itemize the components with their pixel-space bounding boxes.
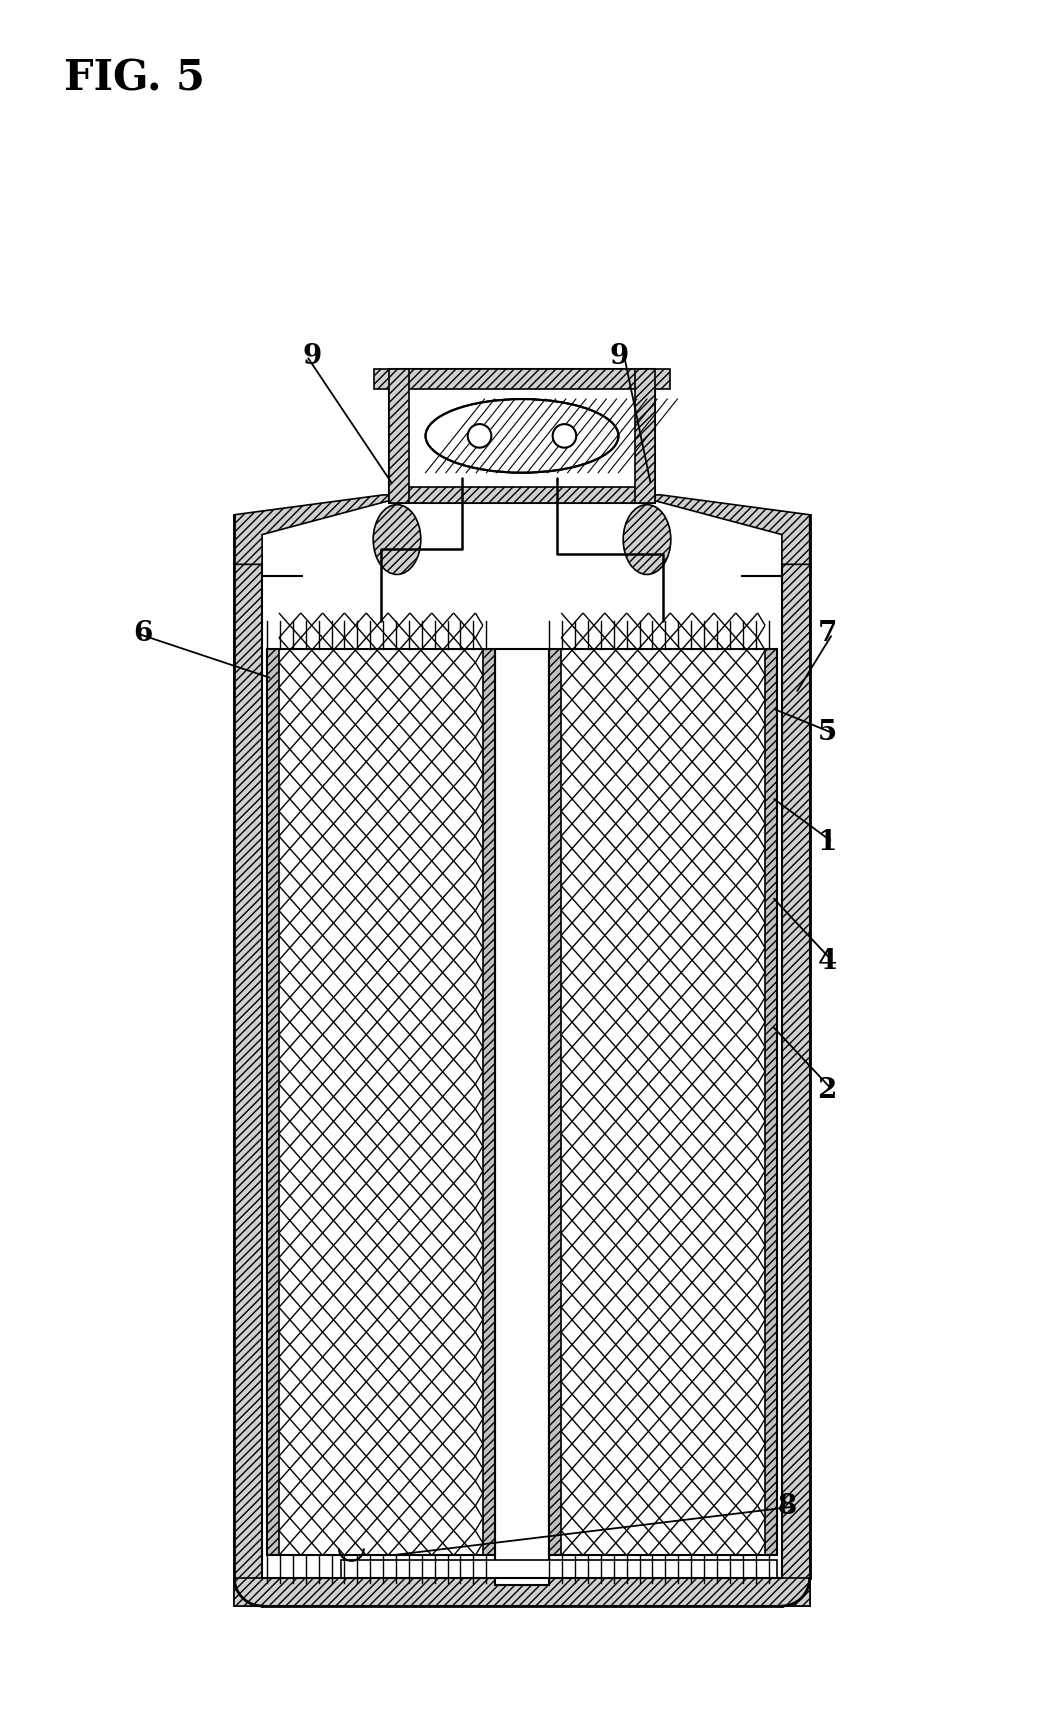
Bar (267, 649, 495, 1556)
Bar (495, 649, 549, 1585)
Bar (267, 649, 279, 1556)
Text: 9: 9 (303, 342, 322, 370)
Bar (636, 368, 656, 503)
Text: 6: 6 (134, 620, 153, 647)
Bar (388, 486, 656, 503)
Bar (262, 565, 782, 1578)
Text: 8: 8 (778, 1493, 798, 1520)
Text: 7: 7 (817, 620, 837, 647)
Ellipse shape (373, 505, 421, 575)
Text: 5: 5 (817, 719, 837, 746)
Bar (549, 649, 562, 1556)
Circle shape (552, 425, 576, 447)
Text: 9: 9 (610, 342, 628, 370)
Bar (482, 649, 495, 1556)
Circle shape (468, 425, 492, 447)
Ellipse shape (623, 505, 671, 575)
Bar (549, 649, 777, 1556)
Bar (234, 555, 262, 1606)
Bar (388, 368, 408, 503)
Polygon shape (234, 495, 411, 565)
Text: 1: 1 (817, 829, 837, 856)
Text: 2: 2 (817, 1077, 837, 1104)
Ellipse shape (426, 399, 618, 473)
Bar (374, 368, 670, 389)
Bar (341, 1560, 777, 1578)
Bar (765, 649, 777, 1556)
Text: 4: 4 (817, 948, 837, 974)
Bar (267, 649, 495, 1556)
Polygon shape (633, 495, 810, 565)
Bar (388, 368, 656, 503)
Bar (549, 649, 777, 1556)
Bar (234, 1578, 810, 1606)
Bar (782, 555, 810, 1606)
Text: FIG. 5: FIG. 5 (64, 56, 205, 99)
